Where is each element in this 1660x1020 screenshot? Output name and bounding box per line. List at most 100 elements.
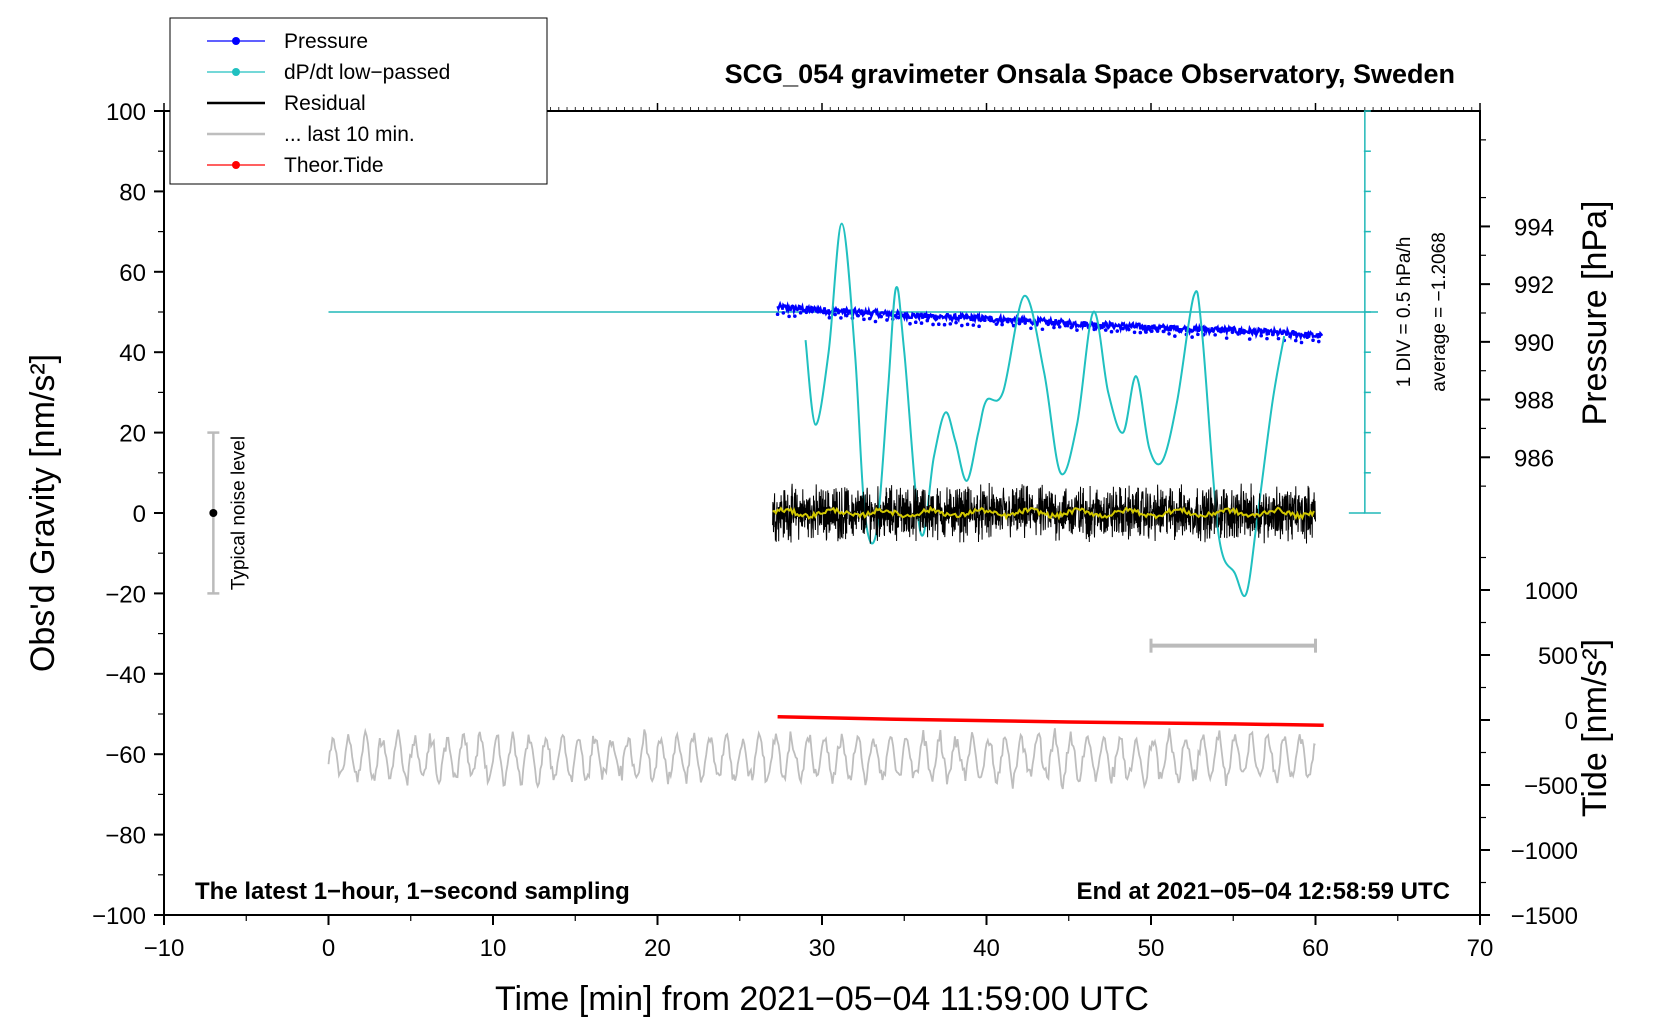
pressure-point <box>1173 334 1177 338</box>
pressure-point <box>816 310 820 314</box>
legend-entries: Pressure dP/dt low−passed Residual ... last… <box>207 30 450 177</box>
pressure-point <box>896 315 901 320</box>
pressure-point <box>1155 329 1160 333</box>
pressure-point <box>960 323 964 328</box>
y-axis-title-left: Obs'd Gravity [nm/s²] <box>24 354 62 672</box>
pressure-point <box>954 320 958 325</box>
x-tick-label: −10 <box>144 935 185 962</box>
y-tick-label: 40 <box>119 340 146 367</box>
tide-tick-label: 500 <box>1538 643 1578 670</box>
pressure-point <box>1103 328 1108 332</box>
y-tick-label: −80 <box>105 823 146 850</box>
pressure-point <box>1265 336 1269 341</box>
pressure-point <box>977 324 981 329</box>
pressure-point <box>908 321 912 326</box>
legend-label: dP/dt low−passed <box>284 61 450 84</box>
pressure-point <box>833 312 837 317</box>
pressure-point <box>1270 332 1275 337</box>
pressure-point <box>1046 322 1050 327</box>
pressure-point <box>1213 333 1217 337</box>
pressure-point <box>971 323 976 327</box>
pressure-point <box>1092 327 1097 332</box>
pressure-point <box>1167 331 1171 336</box>
pressure-point <box>1247 337 1252 341</box>
y-axis-title-pressure: Pressure [hPa] <box>1576 201 1614 426</box>
tide-tick-label: 0 <box>1565 708 1578 735</box>
pressure-point <box>1236 332 1240 336</box>
pressure-point <box>867 316 872 321</box>
pressure-point <box>1115 329 1120 333</box>
chart-title: SCG_054 gravimeter Onsala Space Observat… <box>725 59 1455 89</box>
pressure-point <box>1299 340 1304 345</box>
pressure-point <box>885 318 889 322</box>
x-tick-label: 0 <box>322 935 335 962</box>
pressure-point <box>988 318 993 323</box>
pressure-point <box>942 322 947 327</box>
pressure-point <box>1293 338 1298 343</box>
pressure-point <box>1057 325 1062 329</box>
pressure-point <box>1075 328 1079 332</box>
data-series <box>327 222 1379 790</box>
pressure-point <box>781 311 786 315</box>
pressure-point <box>936 322 941 326</box>
pressure-point <box>1144 330 1148 334</box>
pressure-point <box>1224 336 1229 340</box>
pressure-point <box>1040 327 1045 332</box>
pressure-point <box>913 320 918 325</box>
pressure-point <box>1121 326 1125 331</box>
note-end-time: End at 2021−05−04 12:58:59 UTC <box>1076 878 1450 905</box>
pressure-point <box>856 313 860 318</box>
y-tick-label: 0 <box>133 501 146 528</box>
y-axis-title-tide: Tide [nm/s²] <box>1576 639 1614 817</box>
y-tick-label: −20 <box>105 581 146 608</box>
axis-ticks <box>154 103 1490 925</box>
x-tick-label: 40 <box>973 935 1000 962</box>
y-tick-label: 100 <box>106 99 146 126</box>
pressure-point <box>1023 321 1027 325</box>
pressure-point <box>1000 322 1004 327</box>
y-tick-label: 60 <box>119 260 146 287</box>
pressure-tick-label: 986 <box>1514 445 1554 472</box>
pressure-point <box>1316 339 1321 344</box>
x-axis-title: Time [min] from 2021−05−04 11:59:00 UTC <box>495 980 1149 1018</box>
pressure-point <box>1017 321 1022 326</box>
y-tick-label: 20 <box>119 421 146 448</box>
pressure-point <box>1219 329 1223 334</box>
pressure-point <box>1138 330 1143 335</box>
pressure-point <box>873 319 878 324</box>
pressure-point <box>1052 325 1056 330</box>
pressure-point <box>844 313 849 318</box>
noise-bar-label: Typical noise level <box>228 436 249 590</box>
pressure-tick-label: 992 <box>1514 272 1554 299</box>
noise-bar-center <box>209 509 218 517</box>
tide-tick-label: 1000 <box>1525 578 1578 605</box>
pressure-point <box>902 314 907 319</box>
pressure-point <box>1288 334 1292 339</box>
pressure-point <box>983 318 987 323</box>
x-tick-label: 60 <box>1302 935 1329 962</box>
scale-average-label: average = −1.2068 <box>1429 232 1450 392</box>
tide-tick-label: −1500 <box>1511 903 1578 930</box>
x-tick-label: 30 <box>809 935 836 962</box>
pressure-point <box>1305 335 1310 340</box>
pressure-point <box>1276 336 1281 341</box>
pressure-point <box>827 315 832 320</box>
legend-label: ... last 10 min. <box>284 123 415 146</box>
pressure-point <box>804 310 809 315</box>
axis-tick-labels: −10 0 10 20 30 40 50 60 70−100−80−60−40−20020406… <box>92 99 1578 962</box>
theor-tide-line <box>777 715 1324 727</box>
pressure-point <box>1230 330 1235 335</box>
pressure-line <box>776 300 1324 342</box>
pressure-point <box>1150 329 1154 333</box>
pressure-tick-label: 988 <box>1514 388 1554 415</box>
tide-tick-label: −1000 <box>1511 838 1578 865</box>
pressure-point <box>925 318 930 323</box>
pressure-point <box>1080 323 1085 328</box>
pressure-point <box>879 314 884 319</box>
pressure-point <box>965 322 970 327</box>
legend-marker <box>232 68 240 76</box>
pressure-point <box>862 317 866 322</box>
y-tick-label: −100 <box>92 903 146 930</box>
pressure-point <box>931 322 935 327</box>
